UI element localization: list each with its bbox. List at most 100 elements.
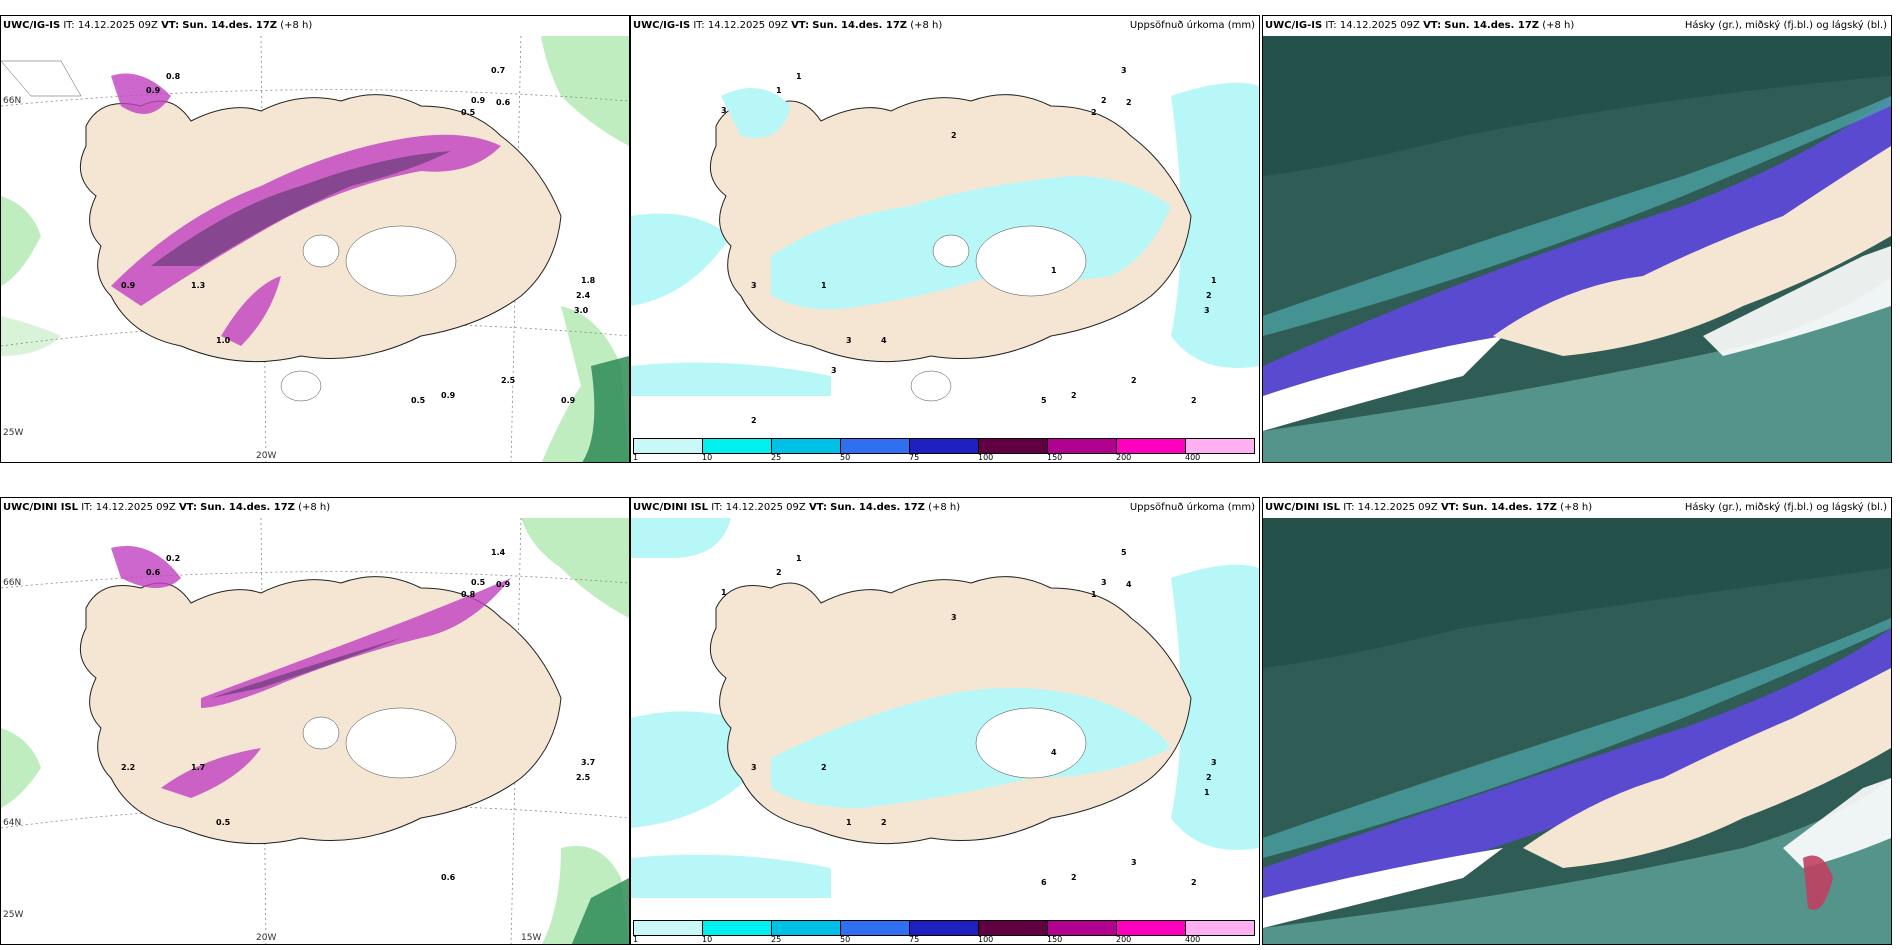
value-label: 3 [751, 763, 757, 772]
lat-label: 66N [3, 578, 22, 588]
value-label: 3 [1211, 758, 1217, 767]
value-label: 1 [1211, 276, 1217, 285]
panel-title: Hásky (gr.), miðský (fj.bl.) og lágský (… [1684, 20, 1887, 31]
value-label: 2 [1191, 878, 1197, 887]
value-label: 1 [796, 72, 802, 81]
value-label: 0.9 [471, 96, 486, 105]
value-label: 1 [721, 588, 727, 597]
value-label: 3 [846, 336, 852, 345]
value-label: 2 [751, 416, 757, 425]
value-label: 2 [1191, 396, 1197, 405]
cbar-swatch [909, 438, 978, 454]
value-label: 1.8 [581, 276, 596, 285]
panel-wind-dini: UWC/DINI ISL IT: 14.12.2025 09Z VT: Sun.… [0, 497, 630, 945]
panel-header: UWC/DINI ISL IT: 14.12.2025 09Z VT: Sun.… [1, 498, 629, 518]
vt-label: VT: [178, 502, 197, 513]
colorbar: 1 10 25 50 75 100 150 200 400 [631, 438, 1259, 462]
cbar-swatch [978, 438, 1047, 454]
panel-header: UWC/DINI ISL IT: 14.12.2025 09Z VT: Sun.… [1263, 498, 1891, 518]
cbar-swatch [840, 920, 909, 936]
it-value: 14.12.2025 09Z [725, 502, 806, 513]
lon-label-w15: 15W [521, 933, 542, 943]
cbar-tick: 10 [702, 453, 713, 462]
cbar-tick: 10 [702, 935, 713, 944]
value-label: 1.3 [191, 281, 206, 290]
cbar-swatch [1185, 920, 1255, 936]
lon-label-w25: 25W [3, 428, 24, 438]
it-label: IT: [693, 20, 705, 31]
cbar-swatch [1116, 438, 1185, 454]
value-label: 3 [1204, 306, 1210, 315]
value-label: 0.5 [471, 578, 486, 587]
value-label: 4 [1126, 580, 1132, 589]
cbar-tick: 25 [771, 453, 782, 462]
cbar-tick: 150 [1047, 935, 1063, 944]
lead-time: (+8 h) [1560, 502, 1593, 513]
cbar-tick: 200 [1116, 453, 1132, 462]
value-label: 1.7 [191, 763, 206, 772]
cbar-tick: 1 [633, 453, 639, 462]
model-name: UWC/DINI ISL [633, 502, 709, 513]
panel-precip-dini: UWC/DINI ISL IT: 14.12.2025 09Z VT: Sun.… [630, 497, 1260, 945]
value-label: 0.6 [496, 98, 511, 107]
vt-label: VT: [791, 20, 810, 31]
lat-label-64: 64N [3, 818, 22, 828]
panel-header: UWC/DINI ISL IT: 14.12.2025 09Z VT: Sun.… [631, 498, 1259, 518]
value-label: 4 [881, 336, 887, 345]
vt-value: Sun. 14.des. 17Z [830, 502, 925, 513]
it-value: 14.12.2025 09Z [95, 502, 176, 513]
cbar-swatch [840, 438, 909, 454]
lead-time: (+8 h) [928, 502, 961, 513]
cbar-swatch [771, 920, 840, 936]
value-label: 3.7 [581, 758, 596, 767]
panel-title: Uppsöfnuð úrkoma (mm) [1129, 502, 1255, 513]
it-label: IT: [1343, 502, 1355, 513]
model-name: UWC/DINI ISL [1265, 502, 1341, 513]
value-label: 1 [796, 554, 802, 563]
vt-label: VT: [1440, 502, 1459, 513]
value-label: 0.9 [561, 396, 576, 405]
value-label: 0.7 [491, 66, 506, 75]
value-label: 2 [1091, 108, 1097, 117]
value-label: 5 [1121, 548, 1127, 557]
value-label: 3 [751, 281, 757, 290]
lon-label-w25: 25W [3, 910, 24, 920]
cbar-swatch [978, 920, 1047, 936]
panel-header: UWC/IG-IS IT: 14.12.2025 09Z VT: Sun. 14… [1263, 16, 1891, 36]
wind-map [1, 518, 629, 944]
cbar-swatch [1047, 438, 1116, 454]
cbar-swatch [1185, 438, 1255, 454]
value-label: 2 [1126, 98, 1132, 107]
value-label: 0.2 [166, 554, 181, 563]
lead-time: (+8 h) [280, 20, 313, 31]
cbar-swatch [702, 920, 771, 936]
value-label: 3 [1131, 858, 1137, 867]
value-label: 0.8 [166, 72, 181, 81]
value-label: 0.5 [461, 108, 476, 117]
cbar-tick: 75 [909, 935, 920, 944]
value-label: 2 [1071, 391, 1077, 400]
cbar-tick: 100 [978, 935, 994, 944]
value-label: 0.5 [411, 396, 426, 405]
it-label: IT: [81, 502, 93, 513]
value-label: 3.0 [574, 306, 589, 315]
lat-label: 66N [3, 96, 22, 106]
colorbar-ticks: 1 10 25 50 75 100 150 200 400 [633, 453, 1255, 462]
vt-value: Sun. 14.des. 17Z [200, 502, 295, 513]
vt-value: Sun. 14.des. 17Z [812, 20, 908, 31]
colorbar-swatches [633, 920, 1255, 936]
value-label: 2.5 [501, 376, 516, 385]
value-label: 1 [776, 86, 782, 95]
vt-value: Sun. 14.des. 17Z [1444, 20, 1540, 31]
it-value: 14.12.2025 09Z [1339, 20, 1420, 31]
value-label: 2.5 [576, 773, 591, 782]
cbar-swatch [909, 920, 978, 936]
vt-value: Sun. 14.des. 17Z [1462, 502, 1557, 513]
value-label: 1 [1051, 266, 1057, 275]
value-label: 2 [776, 568, 782, 577]
cbar-tick: 25 [771, 935, 782, 944]
value-label: 2 [1101, 96, 1107, 105]
value-label: 3 [1121, 66, 1127, 75]
cbar-tick: 50 [840, 453, 851, 462]
cbar-swatch [1116, 920, 1185, 936]
